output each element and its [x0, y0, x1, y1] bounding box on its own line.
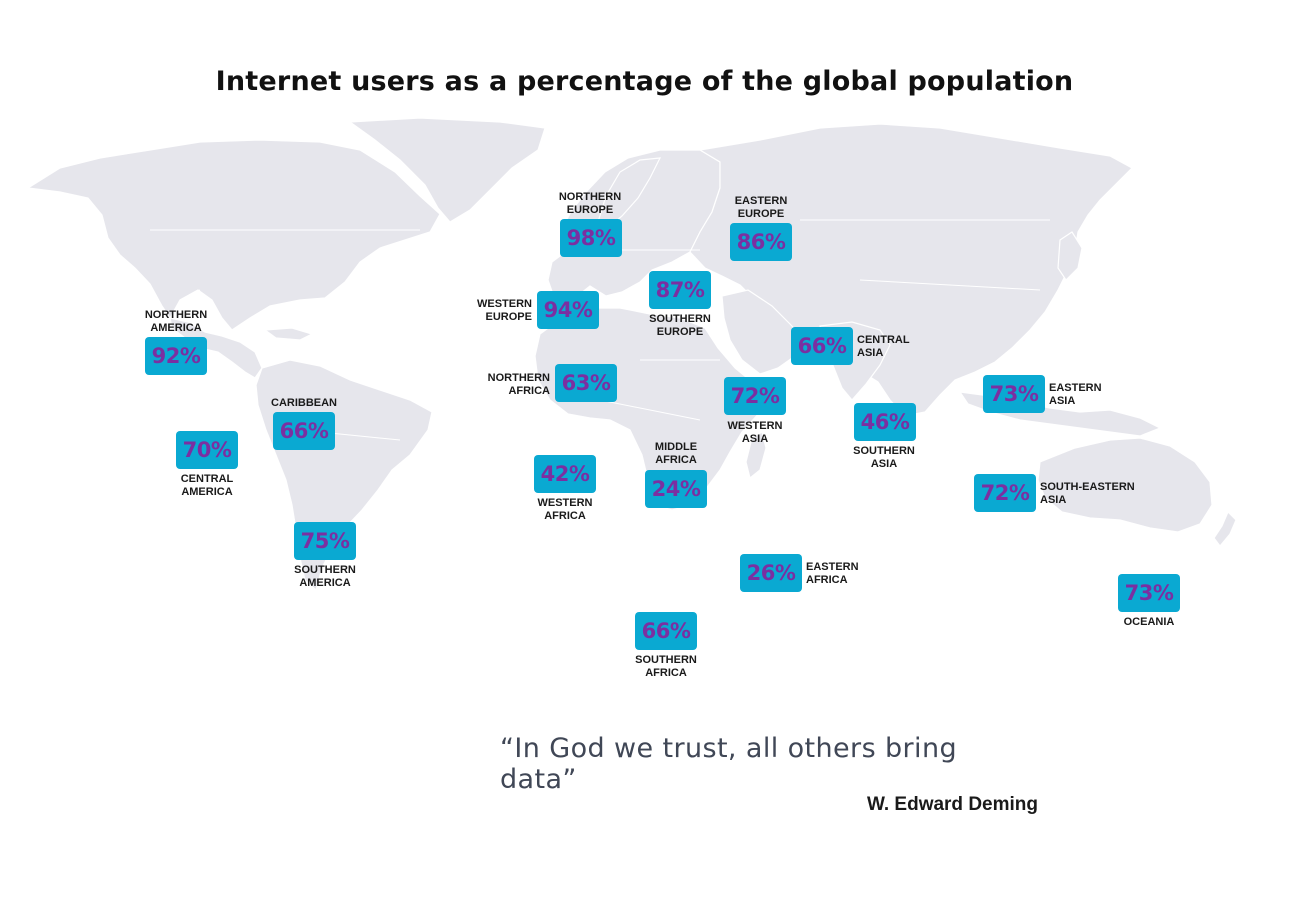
region-label: SOUTHERN AFRICA: [635, 654, 697, 679]
region-label: NORTHERN AFRICA: [487, 372, 550, 397]
region-label: EASTERN ASIA: [1049, 382, 1102, 407]
region-label: WESTERN EUROPE: [477, 298, 532, 323]
greenland-landmass: [348, 117, 546, 223]
region-value-badge: 70%: [176, 431, 238, 469]
caribbean-landmass: [263, 327, 314, 341]
region-value-badge: 42%: [534, 455, 596, 493]
region-label: NORTHERN EUROPE: [558, 191, 622, 216]
region-label: EASTERN AFRICA: [806, 561, 859, 586]
region-label: SOUTHERN AMERICA: [294, 564, 356, 589]
africa-landmass: [534, 307, 771, 511]
asia-landmass: [689, 123, 1133, 417]
region-label: MIDDLE AFRICA: [654, 441, 698, 466]
region-value-badge: 94%: [537, 291, 599, 329]
region-value-badge: 75%: [294, 522, 356, 560]
australia-landmass: [1037, 437, 1213, 533]
arabia-landmass: [721, 289, 806, 375]
region-value-badge: 66%: [791, 327, 853, 365]
new-zealand-landmass: [1213, 510, 1237, 547]
madagascar-landmass: [745, 431, 767, 480]
region-value-badge: 46%: [854, 403, 916, 441]
region-value-badge: 26%: [740, 554, 802, 592]
quote-author: W. Edward Deming: [866, 794, 1038, 815]
region-value-badge: 72%: [724, 377, 786, 415]
region-value-badge: 86%: [730, 223, 792, 261]
japan-landmass: [1057, 231, 1083, 281]
region-value-badge: 24%: [645, 470, 707, 508]
region-value-badge: 87%: [649, 271, 711, 309]
region-value-badge: 72%: [974, 474, 1036, 512]
region-value-badge: 66%: [273, 412, 335, 450]
chart-title: Internet users as a percentage of the gl…: [215, 66, 1074, 97]
region-label: WESTERN AFRICA: [537, 497, 593, 522]
region-value-badge: 66%: [635, 612, 697, 650]
region-label: SOUTHERN EUROPE: [649, 313, 711, 338]
region-label: SOUTHERN ASIA: [853, 445, 915, 470]
region-value-badge: 63%: [555, 364, 617, 402]
region-value-badge: 73%: [983, 375, 1045, 413]
region-label: CENTRAL ASIA: [857, 334, 910, 359]
region-label: OCEANIA: [1123, 616, 1175, 628]
region-label: EASTERN EUROPE: [734, 195, 788, 220]
region-label: CARIBBEAN: [271, 397, 337, 409]
quote-text: “In God we trust, all others bring data”: [500, 733, 958, 795]
region-label: SOUTH-EASTERN ASIA: [1040, 481, 1135, 506]
region-label: WESTERN ASIA: [727, 420, 783, 445]
region-value-badge: 73%: [1118, 574, 1180, 612]
north-america-landmass: [26, 139, 441, 331]
region-label: NORTHERN AMERICA: [144, 309, 208, 334]
region-value-badge: 98%: [560, 219, 622, 257]
region-label: CENTRAL AMERICA: [180, 473, 234, 498]
region-value-badge: 92%: [145, 337, 207, 375]
